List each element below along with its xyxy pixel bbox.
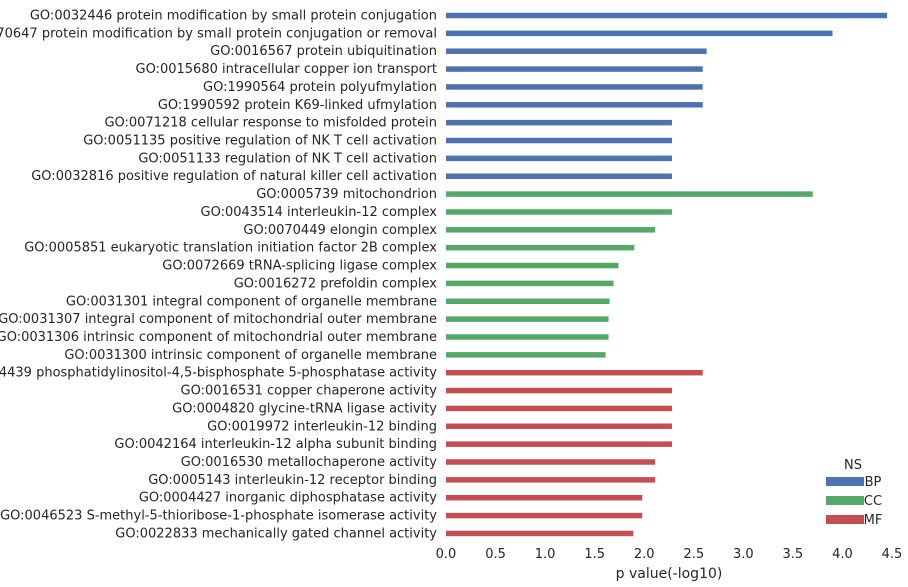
category-label: GO:0051135 positive regulation of NK T c… [83, 134, 437, 149]
bar-bp [446, 12, 888, 19]
bar-bp [446, 119, 672, 126]
bar-cc [446, 227, 656, 233]
x-tick-label: 1.5 [584, 547, 605, 562]
category-label: GO:0005143 interleukin-12 receptor bindi… [148, 473, 437, 488]
category-label: GO:0032446 protein modification by small… [30, 9, 437, 24]
bar-mf [446, 387, 672, 394]
category-label: GO:0031306 intrinsic component of mitoch… [0, 330, 437, 345]
legend-label: CC [864, 494, 882, 509]
category-label: GO:0070647 protein modification by small… [0, 26, 437, 41]
bar-cc [446, 209, 672, 215]
category-label: GO:0019972 interleukin-12 binding [207, 419, 437, 434]
bar-mf [446, 423, 672, 430]
bar-bp [446, 102, 703, 108]
bar-mf [446, 512, 643, 519]
category-label: GO:0022833 mechanically gated channel ac… [115, 526, 437, 541]
legend-label: BP [865, 475, 882, 490]
bar-bp [446, 48, 707, 54]
x-tick-label: 0.0 [436, 547, 457, 562]
category-label: GO:0004439 phosphatidylinositol-4,5-bisp… [0, 366, 437, 381]
category-label: GO:0043514 interleukin-12 complex [201, 205, 438, 220]
bar-cc [446, 334, 609, 340]
x-tick-label: 3.0 [733, 547, 754, 562]
category-label: GO:0005851 eukaryotic translation initia… [24, 241, 437, 256]
category-label: GO:0004820 glycine-tRNA ligase activity [172, 401, 437, 416]
category-label: GO:0031300 intrinsic component of organe… [64, 348, 437, 363]
x-tick-label: 4.0 [832, 547, 853, 562]
bar-mf [446, 369, 703, 376]
category-label: GO:0031301 integral component of organel… [66, 294, 437, 309]
legend-swatch-mf [826, 515, 864, 524]
category-label: GO:0004427 inorganic diphosphatase activ… [139, 491, 437, 506]
bar-mf [446, 530, 634, 537]
bar-cc [446, 298, 610, 305]
category-label: GO:0071218 cellular response to misfolde… [104, 116, 437, 131]
bar-cc [446, 316, 609, 322]
category-label: GO:0042164 interleukin-12 alpha subunit … [114, 437, 437, 452]
legend-entries: BP CC MF [826, 475, 882, 528]
legend-swatch-cc [826, 496, 864, 505]
x-tick-label: 2.0 [634, 547, 655, 562]
x-tick-label: 1.0 [535, 547, 556, 562]
category-label: GO:0005739 mitochondrion [256, 187, 437, 202]
bar-bp [446, 155, 672, 162]
bar-mf [446, 494, 643, 501]
bar-mf [446, 477, 656, 483]
bar-cc [446, 191, 813, 197]
x-tick-label: 2.5 [683, 547, 704, 562]
legend-title: NS [844, 458, 862, 473]
legend-label: MF [864, 513, 883, 528]
category-label: GO:0051133 regulation of NK T cell activ… [138, 151, 437, 166]
legend: NS BP CC MF [826, 458, 882, 528]
bar-bp [446, 173, 672, 179]
bar-cc [446, 280, 614, 287]
x-tick-label: 3.5 [783, 547, 804, 562]
category-label: GO:1990564 protein polyufmylation [203, 80, 437, 95]
category-label: GO:0032816 positive regulation of natura… [31, 169, 437, 184]
bar-mf [446, 459, 656, 465]
bars [446, 12, 888, 537]
category-labels: GO:0032446 protein modification by small… [0, 9, 437, 542]
category-label: GO:1990592 protein K69-linked ufmylation [158, 98, 437, 113]
x-tick-label: 0.5 [485, 547, 506, 562]
category-label: GO:0016530 metallochaperone activity [181, 455, 438, 470]
category-label: GO:0031307 integral component of mitocho… [0, 312, 437, 327]
category-label: GO:0072669 tRNA-splicing ligase complex [162, 259, 437, 274]
category-label: GO:0046523 S-methyl-5-thioribose-1-phosp… [0, 509, 437, 524]
x-tick-label: 4.5 [882, 547, 903, 562]
bar-bp [446, 137, 672, 144]
x-axis-label: p value(-log10) [616, 566, 723, 582]
bar-cc [446, 352, 606, 358]
category-label: GO:0016531 copper chaperone activity [181, 384, 438, 399]
legend-swatch-bp [826, 477, 864, 486]
bar-mf [446, 405, 672, 412]
bar-bp [446, 66, 703, 72]
bar-bp [446, 84, 703, 90]
bar-bp [446, 30, 833, 37]
category-label: GO:0016567 protein ubiquitination [210, 44, 437, 59]
bar-mf [446, 441, 672, 447]
category-label: GO:0070449 elongin complex [243, 223, 437, 238]
x-axis: 0.0 0.5 1.0 1.5 2.0 2.5 3.0 3.5 4.0 4.5 [436, 547, 903, 562]
category-label: GO:0016272 prefoldin complex [234, 276, 438, 291]
bar-cc [446, 262, 619, 269]
bar-cc [446, 244, 635, 251]
category-label: GO:0015680 intracellular copper ion tran… [136, 62, 438, 77]
